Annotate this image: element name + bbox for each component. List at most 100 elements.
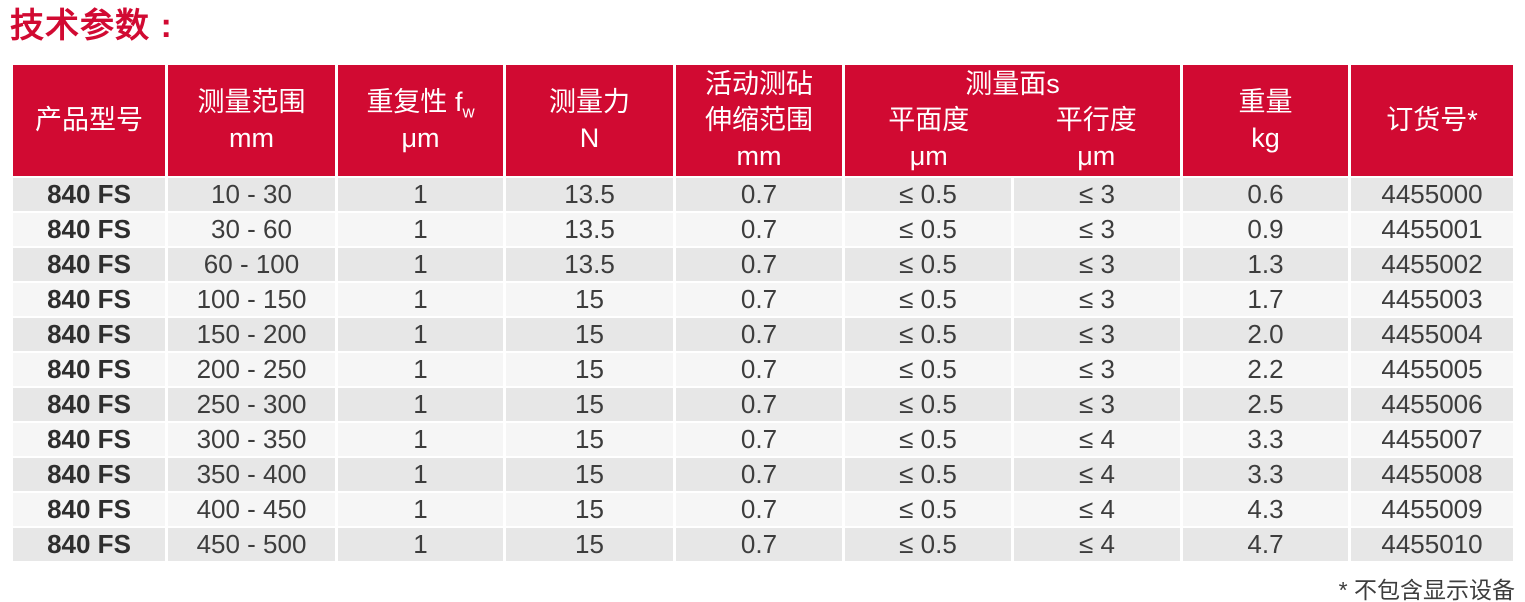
measuring-force-cell: 13.5 xyxy=(506,177,676,213)
table-header: 产品型号 测量范围 mm 重复性 fw μm 测量力 xyxy=(13,64,1513,178)
order-number-cell: 4455002 xyxy=(1351,247,1513,283)
flatness-cell: ≤ 0.5 xyxy=(845,352,1014,388)
footnote: * 不包含显示设备 xyxy=(1338,576,1515,602)
order-number-cell: 4455001 xyxy=(1351,212,1513,248)
repeatability-cell: 1 xyxy=(338,247,506,283)
col-header-anvil-travel: 活动测砧 伸缩范围 mm xyxy=(676,64,845,178)
measuring-range-cell: 30 - 60 xyxy=(168,212,338,248)
header-row: 产品型号 测量范围 mm 重复性 fw μm 测量力 xyxy=(13,64,1513,178)
subscript-w: w xyxy=(462,102,475,122)
header-unit: kg xyxy=(1251,123,1280,154)
flatness-cell: ≤ 0.5 xyxy=(845,212,1014,248)
parallelism-cell: ≤ 3 xyxy=(1014,282,1183,318)
product-model-cell: 840 FS xyxy=(13,247,168,283)
flatness-cell: ≤ 0.5 xyxy=(845,457,1014,493)
table-body: 840 FS 10 - 30 1 13.5 0.7 ≤ 0.5 ≤ 3 0.6 4455000 8… xyxy=(13,177,1513,563)
header-label: 重量 xyxy=(1238,87,1293,118)
order-number-cell: 4455004 xyxy=(1351,317,1513,353)
anvil-travel-cell: 0.7 xyxy=(676,527,845,563)
header-unit: N xyxy=(579,123,600,154)
table-row: 840 FS 60 - 100 1 13.5 0.7 ≤ 0.5 ≤ 3 1.3 4455002 xyxy=(13,247,1513,283)
product-model-cell: 840 FS xyxy=(13,457,168,493)
parallelism-cell: ≤ 3 xyxy=(1014,387,1183,423)
order-number-cell: 4455006 xyxy=(1351,387,1513,423)
flatness-cell: ≤ 0.5 xyxy=(845,177,1014,213)
measuring-range-cell: 350 - 400 xyxy=(168,457,338,493)
measuring-force-cell: 15 xyxy=(506,422,676,458)
spec-table: 产品型号 测量范围 mm 重复性 fw μm 测量力 xyxy=(13,64,1513,563)
header-label-parallelism: 平行度 xyxy=(1055,105,1137,136)
anvil-travel-cell: 0.7 xyxy=(676,352,845,388)
parallelism-cell: ≤ 4 xyxy=(1014,527,1183,563)
anvil-travel-cell: 0.7 xyxy=(676,422,845,458)
table-row: 840 FS 300 - 350 1 15 0.7 ≤ 0.5 ≤ 4 3.3 4455007 xyxy=(13,422,1513,458)
anvil-travel-cell: 0.7 xyxy=(676,177,845,213)
parallelism-cell: ≤ 3 xyxy=(1014,177,1183,213)
measuring-range-cell: 300 - 350 xyxy=(168,422,338,458)
measuring-range-cell: 250 - 300 xyxy=(168,387,338,423)
header-unit: mm xyxy=(229,123,274,154)
repeatability-cell: 1 xyxy=(338,387,506,423)
table-row: 840 FS 400 - 450 1 15 0.7 ≤ 0.5 ≤ 4 4.3 4455009 xyxy=(13,492,1513,528)
table-row: 840 FS 30 - 60 1 13.5 0.7 ≤ 0.5 ≤ 3 0.9 4455001 xyxy=(13,212,1513,248)
measuring-force-cell: 13.5 xyxy=(506,247,676,283)
anvil-travel-cell: 0.7 xyxy=(676,282,845,318)
flatness-cell: ≤ 0.5 xyxy=(845,387,1014,423)
header-label: 活动测砧 xyxy=(705,69,813,100)
measuring-force-cell: 15 xyxy=(506,352,676,388)
weight-cell: 2.5 xyxy=(1183,387,1351,423)
col-header-order-number: 订货号* xyxy=(1351,64,1513,178)
weight-cell: 2.0 xyxy=(1183,317,1351,353)
repeatability-cell: 1 xyxy=(338,317,506,353)
anvil-travel-cell: 0.7 xyxy=(676,492,845,528)
measuring-range-cell: 150 - 200 xyxy=(168,317,338,353)
group-title: 测量面s xyxy=(965,69,1060,100)
header-label: 订货号* xyxy=(1386,105,1478,136)
anvil-travel-cell: 0.7 xyxy=(676,457,845,493)
repeatability-cell: 1 xyxy=(338,212,506,248)
header-label-flatness: 平面度 xyxy=(888,105,970,136)
measuring-force-cell: 15 xyxy=(506,282,676,318)
product-model-cell: 840 FS xyxy=(13,387,168,423)
product-model-cell: 840 FS xyxy=(13,282,168,318)
col-header-weight: 重量 kg xyxy=(1183,64,1351,178)
table-row: 840 FS 200 - 250 1 15 0.7 ≤ 0.5 ≤ 3 2.2 4455005 xyxy=(13,352,1513,388)
weight-cell: 3.3 xyxy=(1183,457,1351,493)
order-number-cell: 4455003 xyxy=(1351,282,1513,318)
flatness-cell: ≤ 0.5 xyxy=(845,527,1014,563)
parallelism-cell: ≤ 4 xyxy=(1014,422,1183,458)
weight-cell: 2.2 xyxy=(1183,352,1351,388)
measuring-range-cell: 10 - 30 xyxy=(168,177,338,213)
col-header-repeatability: 重复性 fw μm xyxy=(338,64,506,178)
product-model-cell: 840 FS xyxy=(13,352,168,388)
table-row: 840 FS 150 - 200 1 15 0.7 ≤ 0.5 ≤ 3 2.0 4455004 xyxy=(13,317,1513,353)
measuring-force-cell: 15 xyxy=(506,492,676,528)
header-label: 产品型号 xyxy=(35,105,143,136)
repeatability-cell: 1 xyxy=(338,177,506,213)
product-model-cell: 840 FS xyxy=(13,212,168,248)
weight-cell: 4.7 xyxy=(1183,527,1351,563)
order-number-cell: 4455000 xyxy=(1351,177,1513,213)
group-units: μm μm xyxy=(845,138,1180,174)
measuring-range-cell: 100 - 150 xyxy=(168,282,338,318)
weight-cell: 1.7 xyxy=(1183,282,1351,318)
header-unit: mm xyxy=(736,141,782,172)
order-number-cell: 4455009 xyxy=(1351,492,1513,528)
measuring-range-cell: 200 - 250 xyxy=(168,352,338,388)
header-unit: μm xyxy=(401,123,440,154)
col-header-product-model: 产品型号 xyxy=(13,64,168,178)
header-label: 测量力 xyxy=(549,87,630,118)
weight-cell: 3.3 xyxy=(1183,422,1351,458)
weight-cell: 0.6 xyxy=(1183,177,1351,213)
header-label: 伸缩范围 xyxy=(705,105,813,136)
order-number-cell: 4455008 xyxy=(1351,457,1513,493)
product-model-cell: 840 FS xyxy=(13,317,168,353)
group-sublabels: 平面度 平行度 xyxy=(845,102,1180,138)
parallelism-cell: ≤ 3 xyxy=(1014,212,1183,248)
table-row: 840 FS 100 - 150 1 15 0.7 ≤ 0.5 ≤ 3 1.7 4455003 xyxy=(13,282,1513,318)
page-title: 技术参数 : xyxy=(10,7,173,45)
anvil-travel-cell: 0.7 xyxy=(676,247,845,283)
flatness-cell: ≤ 0.5 xyxy=(845,317,1014,353)
repeatability-cell: 1 xyxy=(338,282,506,318)
anvil-travel-cell: 0.7 xyxy=(676,212,845,248)
